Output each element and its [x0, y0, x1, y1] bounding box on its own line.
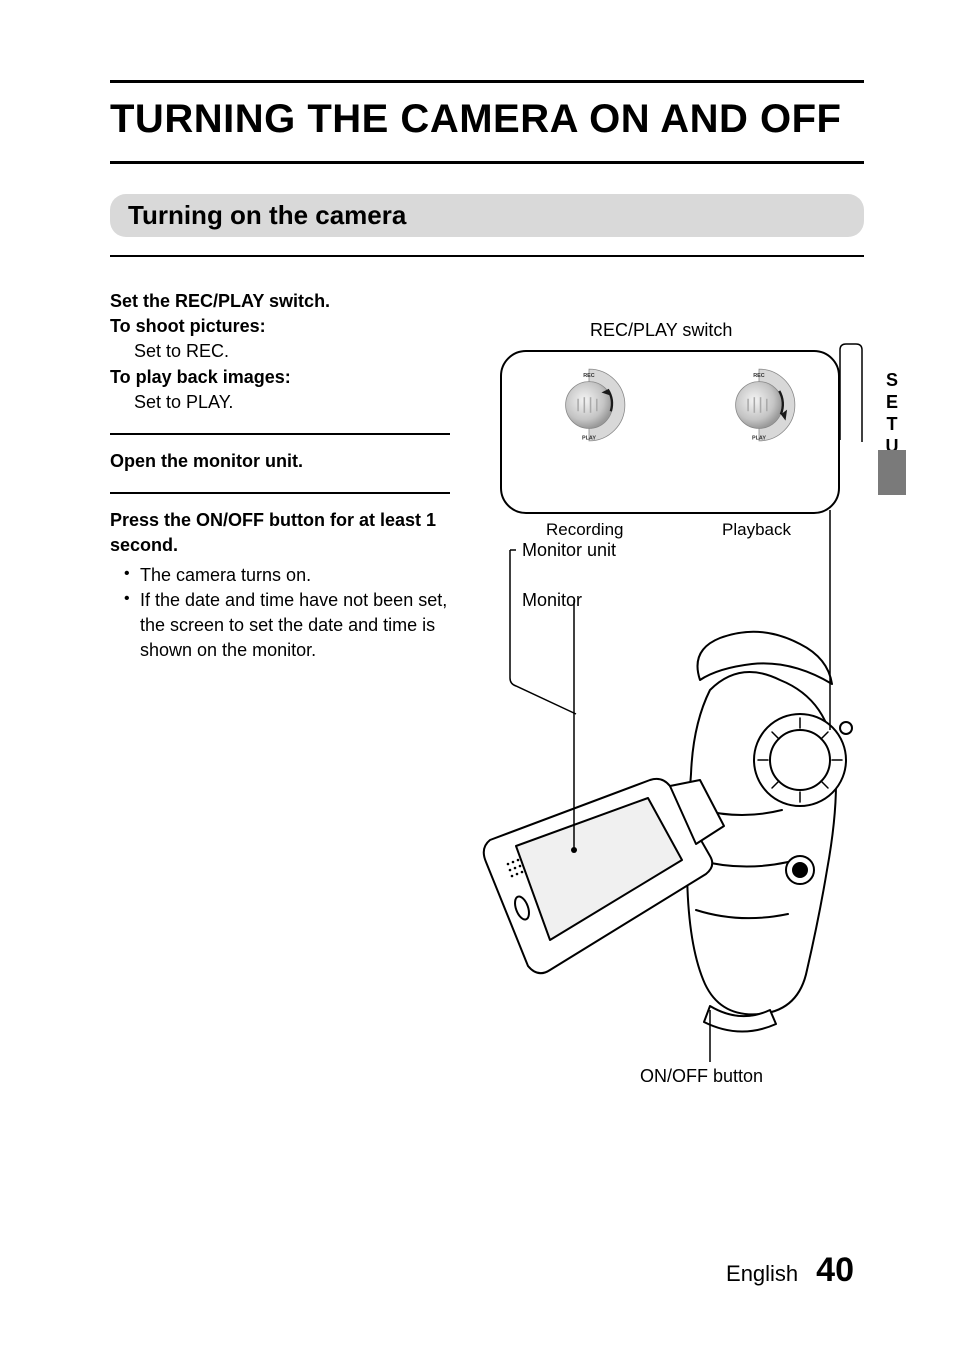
section-heading-bar: Turning on the camera — [110, 194, 864, 237]
footer-page-number: 40 — [816, 1251, 854, 1290]
section-divider — [110, 255, 864, 257]
step3-bullet-1: If the date and time have not been set, … — [122, 588, 450, 664]
step-divider-1 — [110, 433, 450, 435]
section-heading: Turning on the camera — [128, 200, 846, 231]
side-tab-marker — [878, 450, 906, 495]
step3-line1: Press the ON/OFF button for at least 1 s… — [110, 508, 450, 558]
dial-icon-playback: REC PLAY — [720, 366, 798, 444]
step1-line3-detail: Set to PLAY. — [110, 390, 450, 415]
caption-playback: Playback — [722, 520, 791, 540]
label-monitor-unit: Monitor unit — [522, 540, 616, 561]
step-divider-2 — [110, 492, 450, 494]
step1-line2-detail: Set to REC. — [110, 339, 450, 364]
step3-bullet-0: The camera turns on. — [122, 563, 450, 588]
step1-line3: To play back images: — [110, 365, 450, 390]
label-onoff-button: ON/OFF button — [640, 1066, 763, 1087]
step-2: Open the monitor unit. — [110, 441, 450, 486]
step-3: Press the ON/OFF button for at least 1 s… — [110, 500, 450, 675]
step3-bullets: The camera turns on. If the date and tim… — [110, 563, 450, 664]
page-title: TURNING THE CAMERA ON AND OFF — [110, 95, 864, 143]
label-rec-play-switch: REC/PLAY switch — [590, 320, 732, 341]
dial-icon-recording: REC PLAY — [550, 366, 628, 444]
dial-rec-text: REC — [583, 373, 595, 379]
camera-illustration — [470, 610, 870, 1040]
step1-line2: To shoot pictures: — [110, 314, 450, 339]
page-title-block: TURNING THE CAMERA ON AND OFF — [110, 80, 864, 164]
dial-play-text: PLAY — [582, 435, 596, 441]
instructions-column: Set the REC/PLAY switch. To shoot pictur… — [110, 281, 450, 675]
footer-language: English — [726, 1261, 798, 1287]
step1-line1: Set the REC/PLAY switch. — [110, 289, 450, 314]
step-1: Set the REC/PLAY switch. To shoot pictur… — [110, 281, 450, 427]
svg-text:PLAY: PLAY — [752, 435, 766, 441]
switch-diagram-box: REC PLAY REC PLAY Recordin — [500, 350, 840, 514]
diagram-column: REC/PLAY switch — [480, 310, 880, 1230]
step2-line1: Open the monitor unit. — [110, 449, 450, 474]
label-monitor: Monitor — [522, 590, 582, 611]
page-footer: English 40 — [726, 1251, 854, 1290]
caption-recording: Recording — [546, 520, 624, 540]
svg-text:REC: REC — [753, 373, 765, 379]
